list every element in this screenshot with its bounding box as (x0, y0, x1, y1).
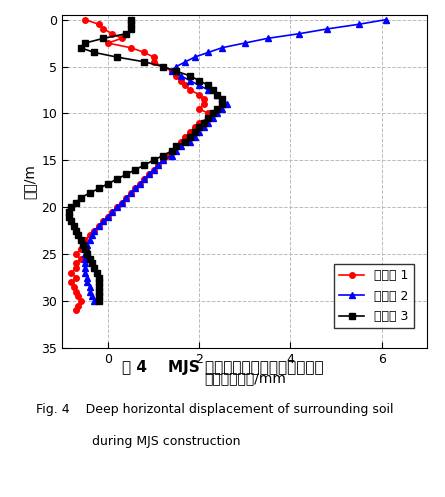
监测点 1 (76, 303, 81, 309)
Y-axis label: 深度/m: 深度/m (22, 164, 36, 199)
监测点 2 (133, 185, 138, 191)
监测点 3 (187, 73, 193, 79)
Text: Fig. 4    Deep horizontal displacement of surrounding soil: Fig. 4 Deep horizontal displacement of s… (36, 403, 393, 415)
Text: during MJS construction: during MJS construction (36, 435, 240, 448)
监测点 2 (197, 83, 202, 88)
Line: 监测点 2: 监测点 2 (82, 17, 389, 304)
监测点 3 (133, 166, 138, 172)
监测点 3 (96, 185, 101, 191)
监测点 2 (82, 260, 88, 266)
Legend: 监测点 1, 监测点 2, 监测点 3: 监测点 1, 监测点 2, 监测点 3 (334, 264, 414, 329)
Line: 监测点 3: 监测点 3 (66, 17, 225, 304)
监测点 3 (128, 16, 134, 22)
Text: 图 4    MJS 成桩时周边土体深层水平位移: 图 4 MJS 成桩时周边土体深层水平位移 (121, 360, 324, 375)
监测点 1 (197, 106, 202, 112)
监测点 3 (206, 115, 211, 121)
监测点 1 (73, 308, 79, 314)
X-axis label: 土体水平位移/mm: 土体水平位移/mm (204, 371, 286, 385)
监测点 2 (151, 166, 156, 172)
监测点 3 (96, 298, 101, 304)
监测点 1 (101, 218, 106, 224)
监测点 1 (155, 162, 161, 168)
监测点 2 (178, 73, 183, 79)
监测点 2 (384, 16, 389, 22)
监测点 1 (201, 96, 206, 102)
监测点 3 (89, 260, 95, 266)
监测点 1 (82, 16, 88, 22)
Line: 监测点 1: 监测点 1 (69, 17, 211, 313)
监测点 3 (206, 83, 211, 88)
监测点 2 (92, 298, 97, 304)
监测点 1 (165, 153, 170, 159)
监测点 2 (210, 115, 215, 121)
